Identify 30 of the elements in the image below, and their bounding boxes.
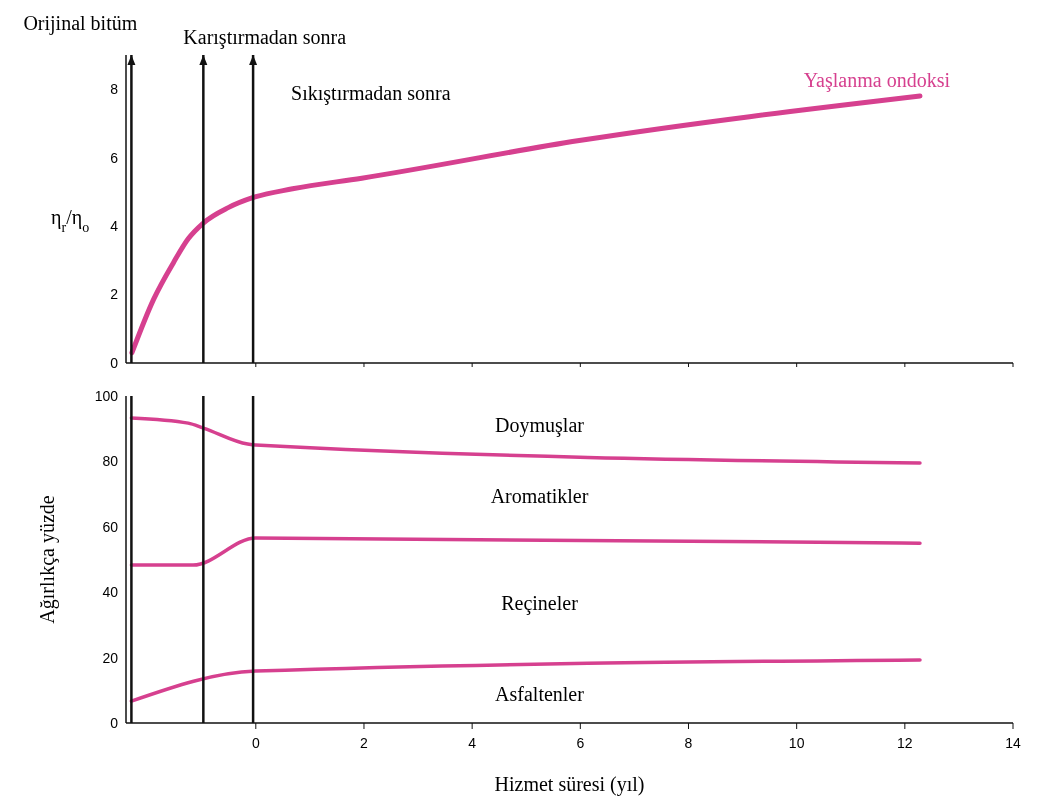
y-tick-label: 40	[102, 584, 119, 601]
y-tick-label: 80	[102, 453, 119, 470]
annotation: Aromatikler	[490, 485, 589, 508]
y-tick-label: 100	[94, 387, 119, 404]
x-tick-label: 14	[1005, 735, 1021, 751]
x-tick-label: 12	[897, 735, 913, 751]
x-axis-title: Hizmet süresi (yıl)	[494, 773, 645, 796]
x-tick-label: 10	[788, 735, 805, 751]
x-tick-label: 2	[360, 735, 369, 751]
annotation: Reçineler	[501, 592, 579, 616]
x-tick-label: 8	[684, 735, 693, 751]
ref-line-label: Orijinal bitüm	[23, 12, 138, 35]
series-label: Yaşlanma ondoksi	[803, 69, 951, 93]
y-axis-title: Ağırlıkça yüzde	[36, 495, 59, 624]
annotation: Asfaltenler	[495, 683, 585, 706]
annotation: Doymuşlar	[495, 413, 585, 437]
x-tick-label: 4	[468, 735, 477, 751]
y-tick-label: 0	[110, 714, 119, 731]
ref-line-label: Karıştırmadan sonra	[183, 26, 347, 49]
y-tick-label: 4	[110, 218, 119, 235]
y-axis-title: η$_{r}$/η$_{o}$	[51, 206, 90, 235]
x-tick-label: 6	[576, 735, 585, 751]
y-tick-label: 20	[102, 649, 119, 666]
x-tick-label: 0	[251, 735, 260, 751]
y-tick-label: 0	[110, 354, 119, 371]
y-tick-label: 60	[102, 518, 119, 535]
y-tick-label: 2	[110, 286, 119, 303]
ref-line-label: Sıkıştırmadan sonra	[291, 82, 451, 105]
y-tick-label: 6	[110, 149, 119, 166]
y-tick-label: 8	[110, 81, 119, 98]
